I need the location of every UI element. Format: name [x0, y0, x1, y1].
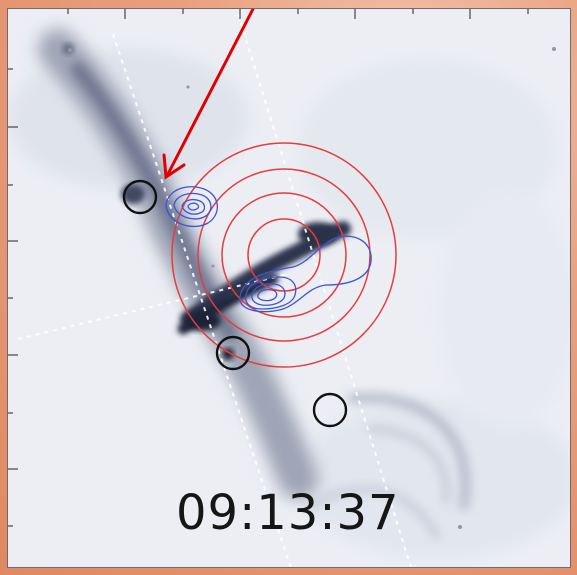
red-arrow [162, 9, 255, 180]
black-circle-middle [215, 335, 251, 371]
blue-contour-upper-1 [165, 186, 218, 228]
blue-contour-lower-4 [257, 289, 278, 302]
solar-image-frame: 09:13:37 [7, 8, 571, 568]
arrow-head-icon [162, 153, 186, 180]
red-circle-1 [171, 142, 397, 368]
axis-ticks [8, 9, 529, 527]
blue-contour-lower-3 [251, 283, 286, 306]
arrow-shaft-icon [166, 9, 255, 176]
loop-arcs [305, 392, 471, 541]
blue-contour-lower-2 [244, 276, 297, 310]
blue-contour-upper-3 [181, 199, 206, 215]
solar-image-scene [8, 9, 570, 567]
guide-line-horizontal [17, 273, 289, 340]
red-concentric-circles [171, 142, 397, 368]
blue-contour-upper-2 [173, 192, 212, 220]
timestamp-label: 09:13:37 [176, 485, 400, 541]
black-marker-circles [122, 179, 348, 428]
blue-contours [165, 186, 372, 313]
red-circle-2 [197, 168, 371, 342]
guide-line-right [237, 13, 412, 567]
blue-contour-upper-4 [187, 202, 200, 211]
speckles [68, 47, 556, 529]
guide-lines [17, 13, 412, 567]
blue-contour-lower-1 [239, 235, 372, 313]
red-circle-3 [221, 192, 347, 318]
black-circle-left [122, 179, 158, 215]
black-circle-right [312, 392, 348, 428]
